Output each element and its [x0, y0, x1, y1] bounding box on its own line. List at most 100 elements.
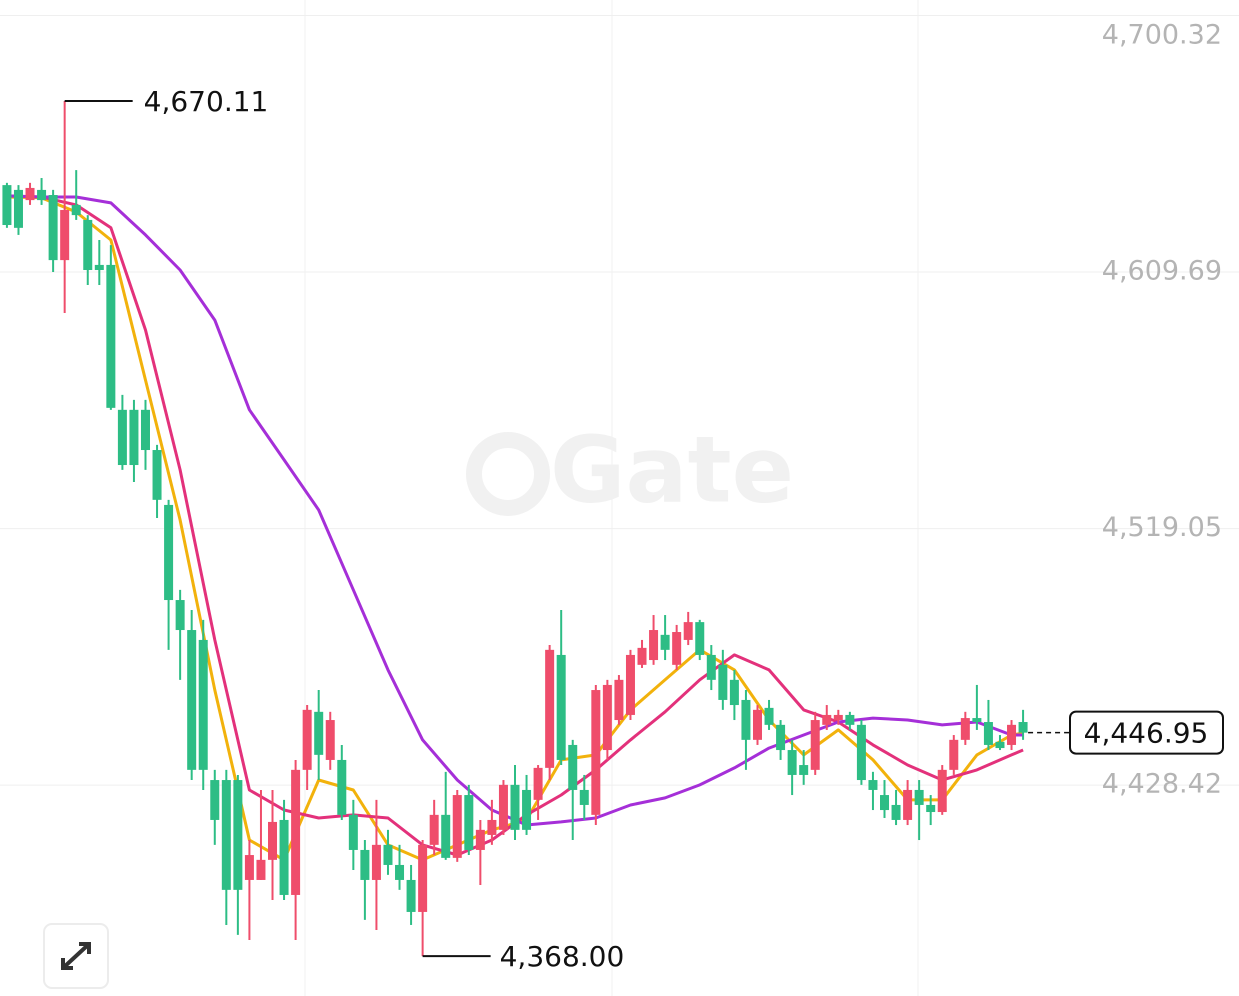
candle-body: [833, 714, 843, 721]
candle-body: [637, 647, 647, 665]
candle-body: [602, 684, 612, 751]
moving-averages: [6, 194, 1024, 862]
candle-body: [452, 795, 462, 858]
candle-body: [1007, 724, 1017, 745]
vertical-grid: [304, 0, 919, 996]
grid: 4,428.42 4,519.05 4,609.69 4,700.32: [0, 15, 1239, 800]
candle-body: [822, 714, 832, 725]
candle-body: [625, 654, 635, 715]
candle-body: [776, 724, 786, 751]
candle-body: [475, 829, 485, 850]
candle-body: [510, 784, 520, 830]
candle-body: [614, 679, 624, 721]
candle-body: [568, 744, 578, 790]
candle-body: [129, 409, 139, 466]
candle-body: [972, 718, 982, 723]
candle-body: [949, 739, 959, 770]
candles: [2, 101, 1028, 957]
candle-body: [268, 821, 278, 860]
candle-body: [325, 720, 335, 760]
candle-body: [545, 649, 555, 768]
candle-body: [48, 195, 58, 261]
candle-body: [83, 219, 93, 271]
watermark-logo: [466, 432, 550, 516]
last-price-label: 4,446.95: [1084, 717, 1209, 750]
y-tick-label: 4,700.32: [1102, 20, 1222, 51]
candle-body: [302, 709, 312, 770]
candle-body: [579, 789, 589, 805]
candle-body: [175, 600, 185, 631]
candle-body: [983, 722, 993, 745]
candle-body: [441, 814, 451, 858]
candle-body: [106, 264, 116, 408]
candle-body: [960, 718, 970, 740]
last-price-box: [1069, 710, 1224, 755]
y-tick-label: 4,428.42: [1102, 769, 1222, 800]
candle-body: [926, 804, 936, 813]
candle-body: [880, 795, 890, 811]
candle-body: [799, 765, 809, 775]
candle-body: [695, 622, 705, 655]
candle-body: [221, 780, 231, 890]
candle-body: [395, 864, 405, 880]
candle-body: [71, 204, 81, 216]
candle-body: [371, 844, 381, 880]
candle-body: [13, 189, 23, 228]
candle-body: [25, 187, 35, 201]
candle-body: [729, 679, 739, 706]
candle-body: [429, 814, 439, 845]
candle-body: [291, 769, 301, 895]
candle-body: [660, 634, 670, 650]
candle-body: [117, 409, 127, 466]
watermark: Gate: [466, 416, 794, 523]
candle-body: [60, 210, 70, 261]
candle-body: [140, 409, 150, 451]
candle-body: [649, 630, 659, 661]
candle-body: [2, 185, 12, 226]
candle-body: [406, 879, 416, 912]
candle-body: [533, 767, 543, 800]
candle-body: [279, 819, 289, 895]
candle-body: [337, 759, 347, 815]
candle-body: [1018, 722, 1028, 733]
candle-body: [152, 450, 162, 500]
candle-body: [995, 741, 1005, 749]
candle-body: [37, 189, 47, 201]
expand-button[interactable]: [43, 923, 109, 989]
expand-icon[interactable]: [61, 942, 91, 970]
candle-body: [741, 699, 751, 740]
candle-body: [498, 784, 508, 830]
candle-body: [244, 855, 254, 880]
candle-body: [556, 654, 566, 760]
candle-body: [418, 844, 428, 912]
candle-body: [383, 844, 393, 865]
high-label: 4,670.11: [144, 85, 269, 118]
y-tick-label: 4,609.69: [1102, 256, 1222, 287]
low-label: 4,368.00: [500, 940, 625, 973]
candle-body: [810, 720, 820, 770]
candle-body: [672, 632, 682, 665]
candle-body: [764, 707, 774, 725]
candle-body: [752, 709, 762, 740]
candle-body: [868, 780, 878, 790]
candle-body: [845, 714, 855, 725]
annotations: 4,670.11 4,368.00 4,446.95: [64, 85, 1224, 973]
candle-body: [683, 622, 693, 640]
candle-body: [937, 769, 947, 813]
candle-body: [891, 804, 901, 820]
candle-body: [706, 654, 716, 680]
candle-body: [314, 711, 324, 755]
candle-body: [591, 690, 601, 815]
candle-body: [856, 724, 866, 781]
candle-body: [256, 859, 266, 880]
candle-body: [914, 789, 924, 805]
candle-body: [348, 814, 358, 850]
candle-body: [903, 789, 913, 820]
y-tick-label: 4,519.05: [1102, 512, 1222, 543]
candle-body: [464, 795, 474, 850]
candle-body: [718, 664, 728, 700]
candle-body: [360, 849, 370, 880]
candle-body: [94, 264, 104, 271]
